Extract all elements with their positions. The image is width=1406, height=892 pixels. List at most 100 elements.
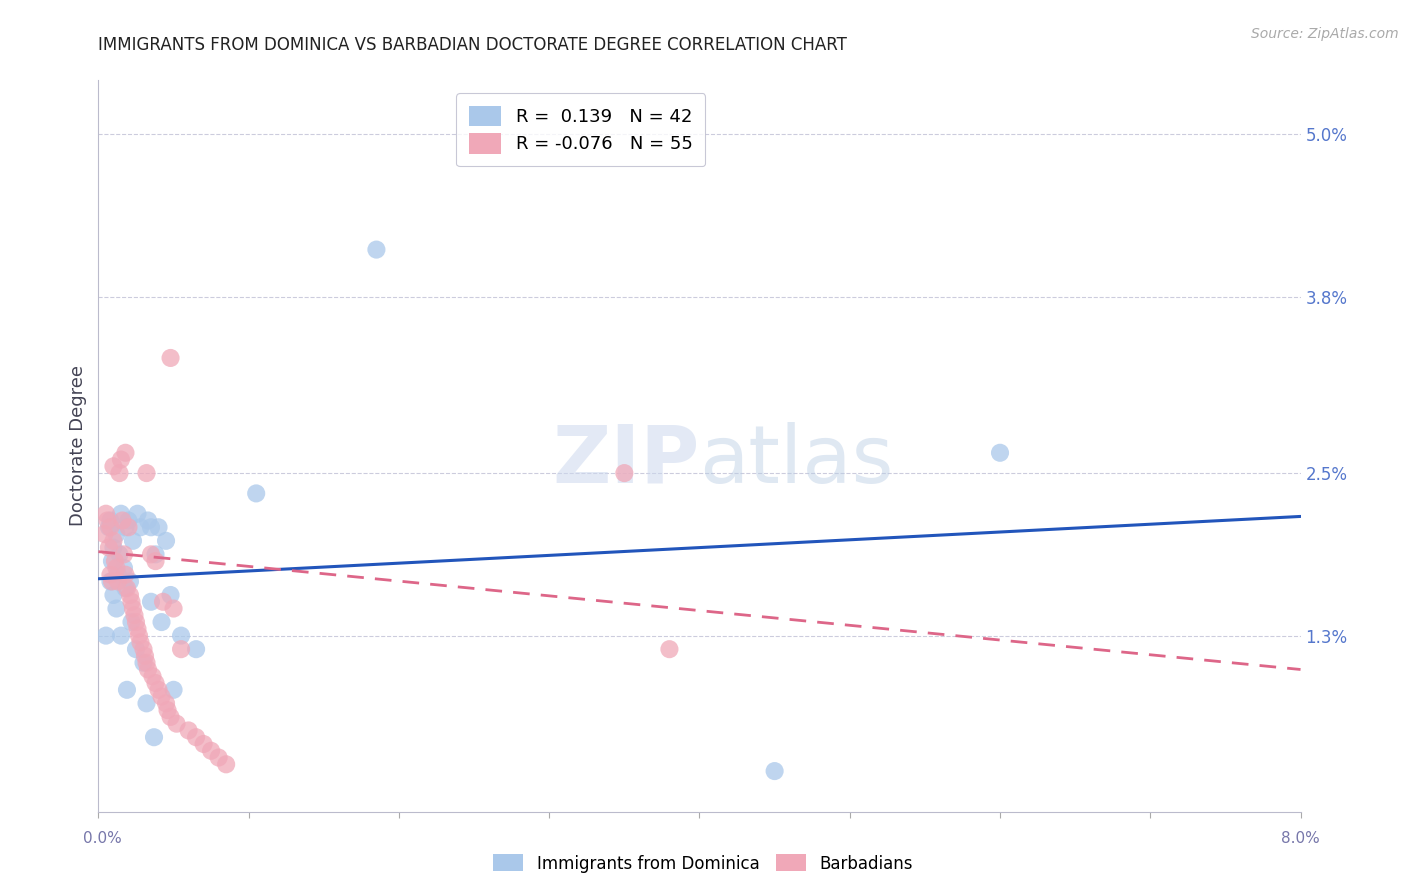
Point (114, 567, 136, 582)
Point (135, 466, 157, 480)
Point (115, 682, 138, 697)
Point (124, 608, 146, 623)
Point (135, 656, 157, 670)
Point (114, 446, 136, 460)
Text: atlas: atlas (700, 422, 894, 500)
Point (128, 629, 150, 643)
Point (170, 642, 193, 657)
Point (112, 561, 135, 575)
Point (159, 588, 181, 602)
Point (94, 507, 117, 521)
Point (108, 466, 131, 480)
Point (139, 595, 162, 609)
Point (134, 648, 156, 663)
Point (127, 507, 149, 521)
Point (114, 581, 136, 595)
Point (155, 697, 177, 711)
Point (193, 737, 215, 751)
Point (150, 690, 173, 704)
Point (122, 533, 145, 548)
Point (93, 527, 115, 541)
Text: IMMIGRANTS FROM DOMINICA VS BARBADIAN DOCTORATE DEGREE CORRELATION CHART: IMMIGRANTS FROM DOMINICA VS BARBADIAN DO… (98, 36, 848, 54)
Legend: R =  0.139   N = 42, R = -0.076   N = 55: R = 0.139 N = 42, R = -0.076 N = 55 (456, 93, 706, 166)
Point (108, 547, 131, 561)
Point (105, 561, 128, 575)
Point (121, 615, 143, 629)
Point (132, 642, 155, 657)
Point (94, 629, 117, 643)
Point (112, 547, 135, 561)
Point (148, 520, 170, 534)
Point (159, 710, 181, 724)
Point (148, 682, 170, 697)
Point (658, 642, 681, 657)
Point (111, 514, 134, 528)
Point (105, 527, 128, 541)
Point (104, 554, 127, 568)
Point (162, 682, 184, 697)
Text: 8.0%: 8.0% (1281, 831, 1320, 846)
Point (101, 574, 124, 589)
Point (177, 723, 200, 738)
Point (145, 547, 167, 561)
Point (129, 635, 152, 649)
Point (110, 507, 132, 521)
Point (139, 520, 162, 534)
Point (125, 615, 148, 629)
Point (118, 574, 141, 589)
Point (152, 595, 174, 609)
Legend: Immigrants from Dominica, Barbadians: Immigrants from Dominica, Barbadians (486, 847, 920, 880)
Point (110, 629, 132, 643)
Point (245, 486, 267, 500)
Point (100, 574, 122, 589)
Point (139, 547, 162, 561)
Point (184, 730, 207, 744)
Point (115, 581, 138, 595)
Point (162, 601, 184, 615)
Point (103, 459, 125, 474)
Point (150, 615, 173, 629)
Point (122, 601, 145, 615)
Point (208, 750, 231, 764)
Point (215, 757, 238, 772)
Point (100, 520, 122, 534)
Text: 0.0%: 0.0% (83, 831, 122, 846)
Point (125, 642, 148, 657)
Point (184, 642, 207, 657)
Text: ZIP: ZIP (553, 422, 700, 500)
Point (145, 676, 167, 690)
Point (114, 520, 136, 534)
Point (159, 351, 181, 365)
Point (170, 629, 193, 643)
Point (101, 554, 124, 568)
Point (136, 514, 159, 528)
Point (127, 622, 149, 636)
Text: Source: ZipAtlas.com: Source: ZipAtlas.com (1251, 27, 1399, 41)
Point (145, 554, 167, 568)
Point (100, 514, 122, 528)
Point (988, 446, 1011, 460)
Point (97, 541, 120, 555)
Point (121, 595, 143, 609)
Point (105, 601, 128, 615)
Point (117, 514, 139, 528)
Point (200, 744, 222, 758)
Point (107, 567, 129, 582)
Y-axis label: Doctorate Degree: Doctorate Degree (69, 366, 87, 526)
Point (135, 697, 157, 711)
Point (129, 520, 152, 534)
Point (155, 533, 177, 548)
Point (156, 703, 179, 717)
Point (100, 567, 122, 582)
Point (763, 764, 786, 778)
Point (117, 520, 139, 534)
Point (103, 533, 125, 548)
Point (366, 243, 388, 257)
Point (166, 716, 188, 731)
Point (110, 452, 132, 467)
Point (143, 730, 166, 744)
Point (136, 663, 159, 677)
Point (96, 514, 118, 528)
Point (613, 466, 636, 480)
Point (103, 588, 125, 602)
